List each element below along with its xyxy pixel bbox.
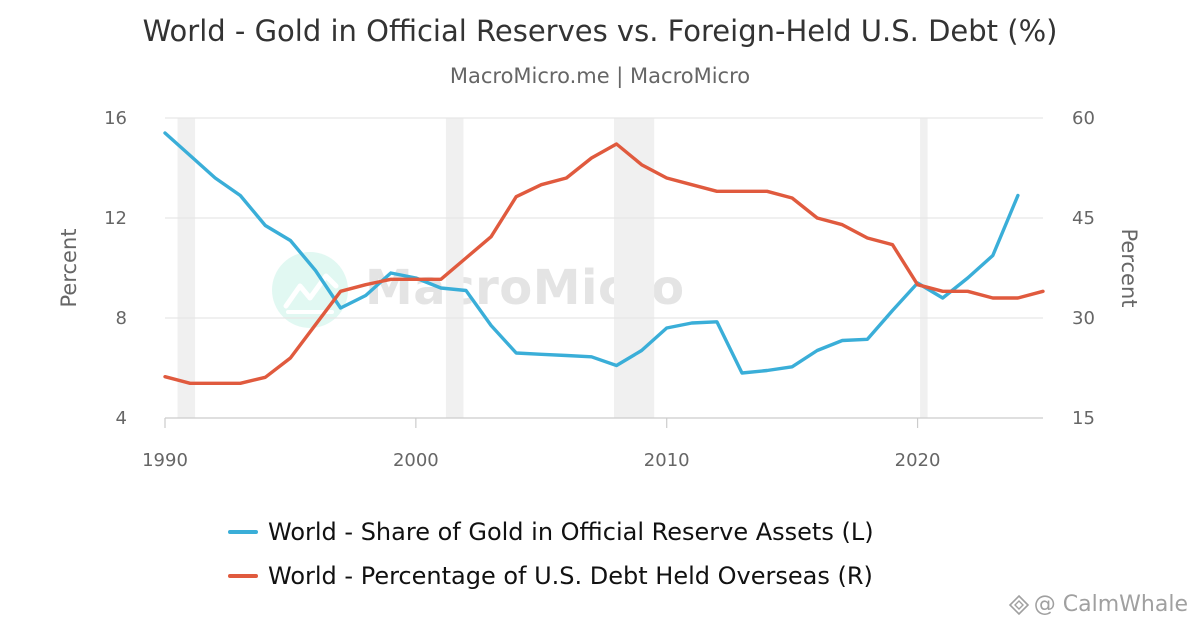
y-left-tick-label: 16 <box>104 108 127 129</box>
chart-title: World - Gold in Official Reserves vs. Fo… <box>142 14 1058 48</box>
y-axis-left-title: Percent <box>57 228 81 307</box>
series-line-gold-share[interactable] <box>163 131 1020 375</box>
y-left-tick-label: 4 <box>116 408 127 429</box>
series-lines <box>163 131 1045 385</box>
recession-band-2 <box>614 118 655 418</box>
y-axis-right-title: Percent <box>1117 228 1141 307</box>
y-right-tick-label: 15 <box>1072 408 1095 429</box>
axis-ticks: 4 8 12 16 15 30 45 60 1990 2000 2010 2020 <box>104 108 1095 471</box>
y-left-tick-label: 12 <box>104 208 127 229</box>
x-tick-label: 2010 <box>644 450 690 471</box>
recession-band-0 <box>177 118 196 418</box>
x-tick-label: 2000 <box>393 450 439 471</box>
line-chart: 4 8 12 16 15 30 45 60 1990 2000 2010 2020 Percent P… <box>57 108 1141 471</box>
legend-swatch-red <box>228 574 258 578</box>
legend-item-gold-share[interactable]: World - Share of Gold in Official Reserv… <box>228 510 874 554</box>
chart-subtitle: MacroMicro.me | MacroMicro <box>449 64 751 88</box>
gridlines <box>165 117 1043 419</box>
legend-label: World - Share of Gold in Official Reserv… <box>268 518 874 546</box>
x-tick-label: 2020 <box>895 450 941 471</box>
series-line-us-debt-overseas[interactable] <box>163 142 1045 385</box>
x-tick-label: 1990 <box>142 450 188 471</box>
credit-text: @ CalmWhale <box>1033 592 1188 617</box>
y-right-tick-label: 30 <box>1072 308 1095 329</box>
y-right-tick-label: 45 <box>1072 208 1095 229</box>
legend-item-us-debt[interactable]: World - Percentage of U.S. Debt Held Ove… <box>228 554 874 598</box>
credit-watermark: @ CalmWhale <box>1008 592 1188 617</box>
legend-swatch-blue <box>228 530 258 534</box>
diamond-logo-icon <box>1008 594 1029 615</box>
y-left-tick-label: 8 <box>116 308 127 329</box>
y-right-tick-label: 60 <box>1072 108 1095 129</box>
recession-shading <box>177 118 928 418</box>
legend-label: World - Percentage of U.S. Debt Held Ove… <box>268 562 873 590</box>
legend: World - Share of Gold in Official Reserv… <box>228 510 874 598</box>
recession-band-3 <box>920 118 928 418</box>
